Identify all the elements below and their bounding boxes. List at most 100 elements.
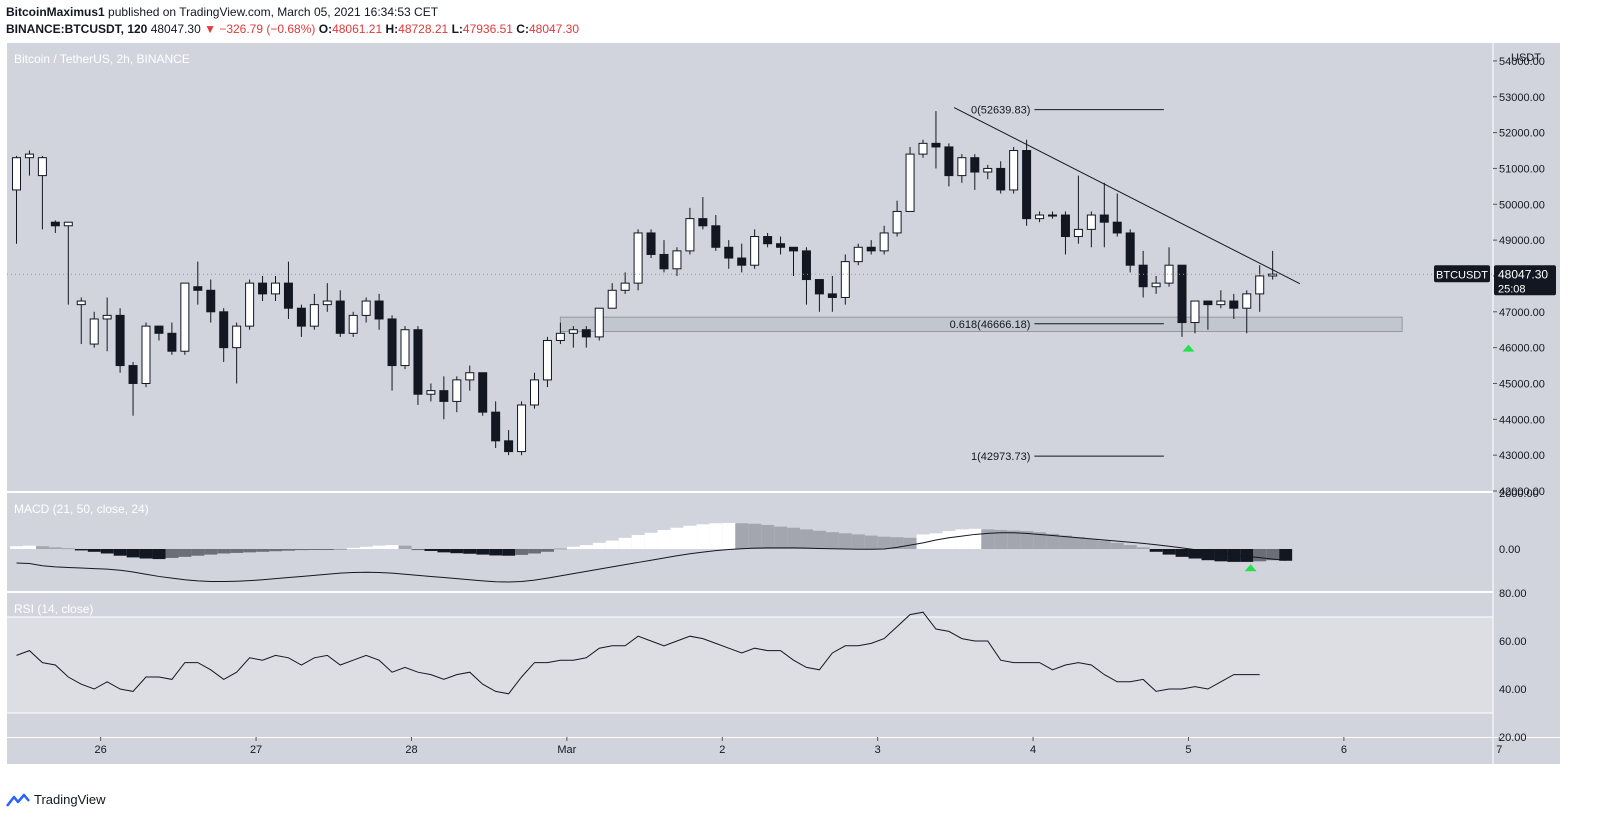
candle-body: [750, 236, 760, 266]
candle-body: [102, 314, 112, 320]
candle-body: [905, 153, 915, 212]
candle-body: [400, 329, 410, 367]
author-name[interactable]: BitcoinMaximus1: [6, 5, 105, 19]
time-tick-label: 27: [250, 744, 262, 756]
macd-histogram-bar: [774, 526, 788, 549]
rsi-tick-label: 40.00: [1499, 684, 1527, 696]
candle-body: [63, 221, 73, 227]
candle-body: [711, 225, 721, 248]
macd-histogram-bar: [282, 549, 295, 551]
symbol-tag-bg: [1434, 265, 1490, 283]
macd-histogram-bar: [437, 549, 451, 553]
price-tick-label: 52000.00: [1499, 128, 1545, 140]
candle-body: [206, 289, 216, 313]
macd-histogram-bar: [1279, 549, 1293, 561]
macd-histogram-bar: [217, 549, 231, 554]
candle-body: [504, 440, 514, 453]
low-value: 47936.51: [462, 22, 513, 36]
high-label: H:: [385, 22, 399, 36]
time-tick-label: 7: [1496, 744, 1502, 756]
price-tick-label: 46000.00: [1499, 343, 1545, 355]
candle-body: [258, 282, 268, 295]
candle-body: [633, 232, 643, 284]
macd-histogram-bar: [579, 545, 593, 549]
candle-body: [115, 314, 125, 367]
price-tick-label: 53000.00: [1499, 92, 1545, 104]
macd-histogram-bar: [411, 549, 425, 551]
last-price-value: 48047.30: [1498, 267, 1548, 281]
macd-histogram-bar: [838, 533, 852, 549]
candle-body: [776, 243, 786, 248]
publish-line: BitcoinMaximus1 published on TradingView…: [6, 5, 438, 19]
footer-branding[interactable]: TradingView: [6, 792, 106, 807]
time-tick-label: 2: [719, 744, 725, 756]
tradingview-logo-icon: [6, 793, 30, 807]
macd-histogram-bar: [981, 529, 995, 549]
time-tick-label: Mar: [557, 744, 576, 756]
candle-body: [594, 307, 604, 338]
macd-histogram-bar: [230, 549, 244, 553]
fib-level-label: 1(42973.73): [971, 451, 1030, 463]
candle-body: [1022, 150, 1032, 220]
candle-body: [996, 167, 1006, 191]
candle-body: [193, 286, 203, 291]
macd-histogram-bar: [1188, 549, 1202, 559]
candle-body: [361, 300, 371, 316]
macd-histogram-bar: [139, 549, 153, 559]
candle-body: [296, 307, 306, 327]
macd-histogram-bar: [23, 545, 36, 549]
macd-histogram-bar: [269, 549, 283, 552]
candle-body: [348, 314, 358, 334]
macd-histogram-bar: [877, 536, 891, 549]
candle-body: [180, 282, 190, 352]
chart-title: Bitcoin / TetherUS, 2h, BINANCE: [14, 52, 190, 66]
macd-histogram-bar: [1240, 549, 1254, 562]
macd-histogram-bar: [631, 535, 645, 549]
candle-body: [426, 390, 436, 395]
trendline: [953, 107, 1301, 285]
macd-histogram-bar: [787, 527, 801, 549]
price-pane-bg: [7, 43, 1493, 491]
macd-histogram-bar: [994, 529, 1008, 549]
time-axis-bg: [7, 738, 1560, 764]
macd-histogram-bar: [735, 523, 749, 549]
candle-body: [1073, 228, 1083, 238]
candle-body: [141, 325, 151, 384]
price-tick-label: 42000.00: [1499, 486, 1545, 498]
macd-histogram-bar: [670, 527, 684, 549]
macd-histogram-bar: [476, 549, 490, 555]
candle-body: [724, 246, 734, 259]
macd-histogram-bar: [592, 542, 606, 549]
macd-histogram-bar: [450, 549, 464, 554]
candle-body: [853, 246, 863, 263]
macd-histogram-bar: [1097, 540, 1111, 549]
macd-histogram-bar: [657, 529, 671, 549]
macd-histogram-bar: [890, 537, 904, 549]
macd-histogram-bar: [709, 523, 723, 549]
macd-histogram-bar: [515, 549, 529, 555]
macd-histogram-bar: [1201, 549, 1215, 561]
candle-body: [581, 329, 591, 338]
candle-body: [879, 232, 889, 252]
candle-body: [801, 250, 811, 281]
macd-histogram-bar: [191, 549, 205, 556]
macd-histogram-bar: [566, 546, 580, 549]
candle-body: [1009, 150, 1019, 191]
candle-body: [983, 167, 993, 173]
time-tick-label: 3: [875, 744, 881, 756]
symbol-label: BINANCE:BTCUSDT, 120: [6, 22, 148, 36]
macd-histogram-bar: [968, 528, 982, 549]
close-value: 48047.30: [528, 22, 580, 36]
macd-histogram-bar: [942, 531, 956, 549]
macd-histogram-bar: [1046, 533, 1060, 549]
macd-histogram-bar: [320, 549, 334, 550]
last-price-tag-bg: [1494, 265, 1556, 296]
candle-body: [245, 282, 255, 327]
macd-group: [10, 522, 1293, 583]
macd-histogram-bar: [295, 549, 308, 551]
rsi-band: [7, 617, 1493, 713]
candle-body: [1035, 214, 1045, 220]
candle-body: [827, 293, 837, 298]
macd-histogram-bar: [605, 540, 619, 549]
